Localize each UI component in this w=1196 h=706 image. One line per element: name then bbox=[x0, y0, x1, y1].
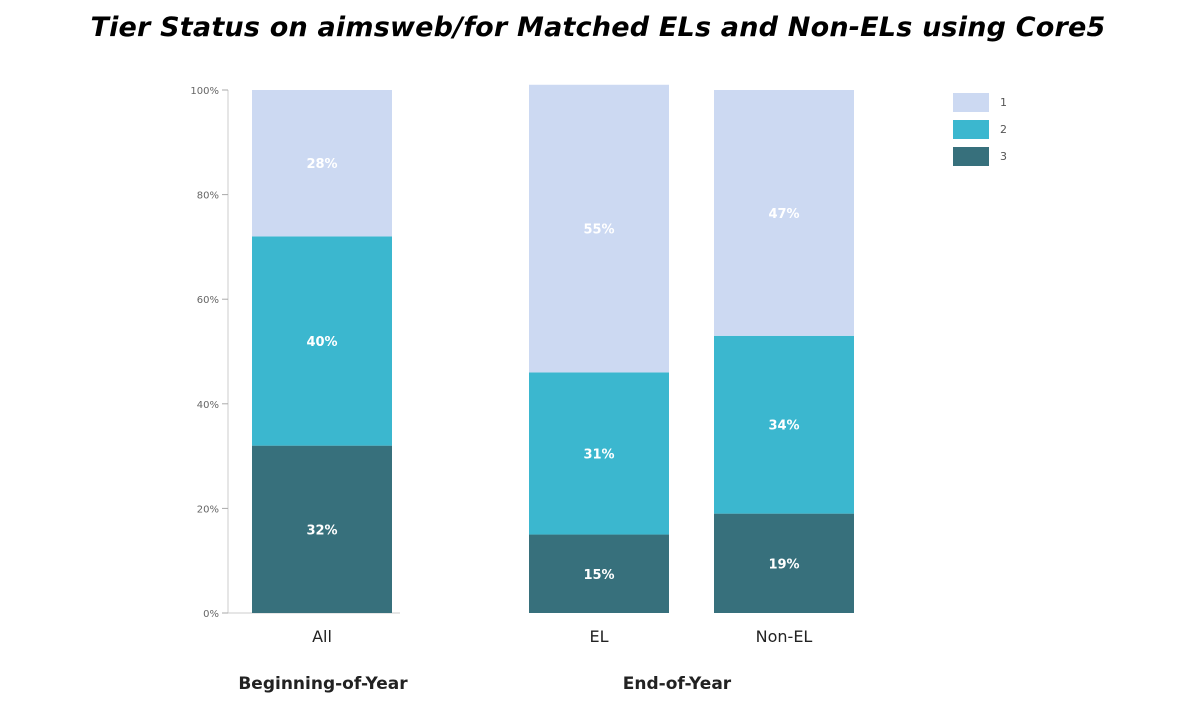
bar-segment-all-tier-2 bbox=[252, 236, 392, 446]
bar-segment-all-tier-1 bbox=[252, 90, 392, 237]
group-label: End-of-Year bbox=[623, 674, 732, 694]
bar-segment-non-el-tier-1 bbox=[714, 90, 854, 336]
data-label: 15% bbox=[583, 568, 614, 583]
chart-title: Tier Status on aimsweb/for Matched ELs a… bbox=[90, 12, 1106, 43]
data-label: 28% bbox=[306, 157, 337, 172]
category-label: EL bbox=[589, 627, 608, 646]
bar-segment-el-tier-3 bbox=[529, 534, 669, 613]
legend-swatch-tier-3 bbox=[953, 147, 989, 166]
data-label: 34% bbox=[768, 419, 799, 434]
y-tick-label: 60% bbox=[197, 295, 219, 306]
bar-segment-el-tier-2 bbox=[529, 372, 669, 535]
bar-segment-non-el-tier-2 bbox=[714, 335, 854, 514]
y-tick-label: 0% bbox=[203, 609, 219, 620]
data-label: 31% bbox=[583, 447, 614, 462]
category-labels: All EL Non-EL Beginning-of-Year End-of-Year bbox=[238, 627, 812, 694]
category-label: Non-EL bbox=[756, 627, 813, 646]
bar-segment-non-el-tier-3 bbox=[714, 513, 854, 613]
bar-segment-all-tier-3 bbox=[252, 445, 392, 613]
data-label: 40% bbox=[306, 335, 337, 350]
data-label: 19% bbox=[768, 557, 799, 572]
category-label: All bbox=[312, 627, 332, 646]
legend-label: 1 bbox=[1000, 96, 1007, 109]
legend-label: 3 bbox=[1000, 150, 1007, 163]
legend: 1 2 3 bbox=[953, 93, 1007, 166]
y-tick-label: 20% bbox=[197, 504, 219, 515]
y-tick-label: 80% bbox=[197, 191, 219, 202]
y-tick-label: 100% bbox=[190, 86, 219, 97]
data-label: 47% bbox=[768, 207, 799, 222]
data-label: 55% bbox=[583, 223, 614, 238]
group-label: Beginning-of-Year bbox=[238, 674, 408, 694]
bars: 32% 40% 28% 15% 31% 55% 19% 34% 47% bbox=[252, 84, 854, 613]
bar-segment-el-tier-1 bbox=[529, 84, 669, 373]
legend-label: 2 bbox=[1000, 123, 1007, 136]
legend-swatch-tier-2 bbox=[953, 120, 989, 139]
legend-swatch-tier-1 bbox=[953, 93, 989, 112]
data-label: 32% bbox=[306, 523, 337, 538]
y-tick-label: 40% bbox=[197, 400, 219, 411]
